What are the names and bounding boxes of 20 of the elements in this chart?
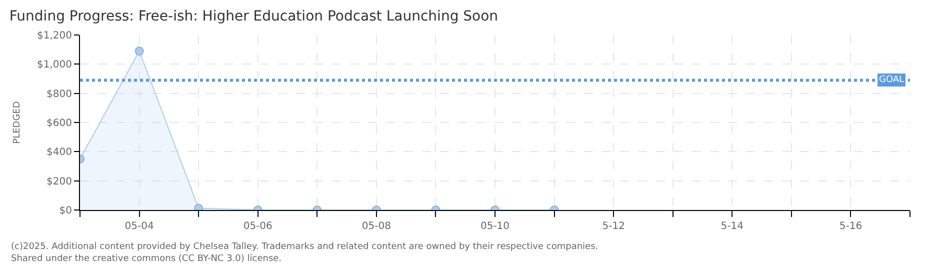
text: Shared under the creative commons (CC BY-NC 3.0) license. xyxy=(11,254,282,264)
y-tick-label: $0 xyxy=(59,206,72,216)
ref-line-label: GOAL xyxy=(879,75,904,85)
x-tick-label: 5-16 xyxy=(839,221,862,232)
y-tick-label: $1,000 xyxy=(37,60,72,71)
text: (c)2025. Additional content provided by Chelsea Talley. Trademarks and related content are owned by their respective companies. xyxy=(11,242,598,252)
chart-title: Funding Progress: Free-ish: Higher Education Podcast Launching Soon xyxy=(9,8,498,25)
x-tick-label: 5-14 xyxy=(720,221,744,232)
x-tick-label: 05-10 xyxy=(480,221,510,232)
y-tick-label: $200 xyxy=(46,176,72,188)
y-tick-label: $400 xyxy=(46,147,72,158)
x-tick-label: 05-04 xyxy=(124,221,154,232)
x-tick-label: 05-08 xyxy=(362,221,391,232)
x-tick-label: 5-12 xyxy=(602,221,625,232)
y-tick-label: $600 xyxy=(46,118,72,129)
y-axis-title: PLEDGED xyxy=(12,101,22,144)
y-tick-label: $1,200 xyxy=(37,30,72,42)
y-tick-label: $800 xyxy=(46,88,72,100)
x-tick-label: 05-06 xyxy=(243,221,272,232)
point xyxy=(134,46,144,56)
